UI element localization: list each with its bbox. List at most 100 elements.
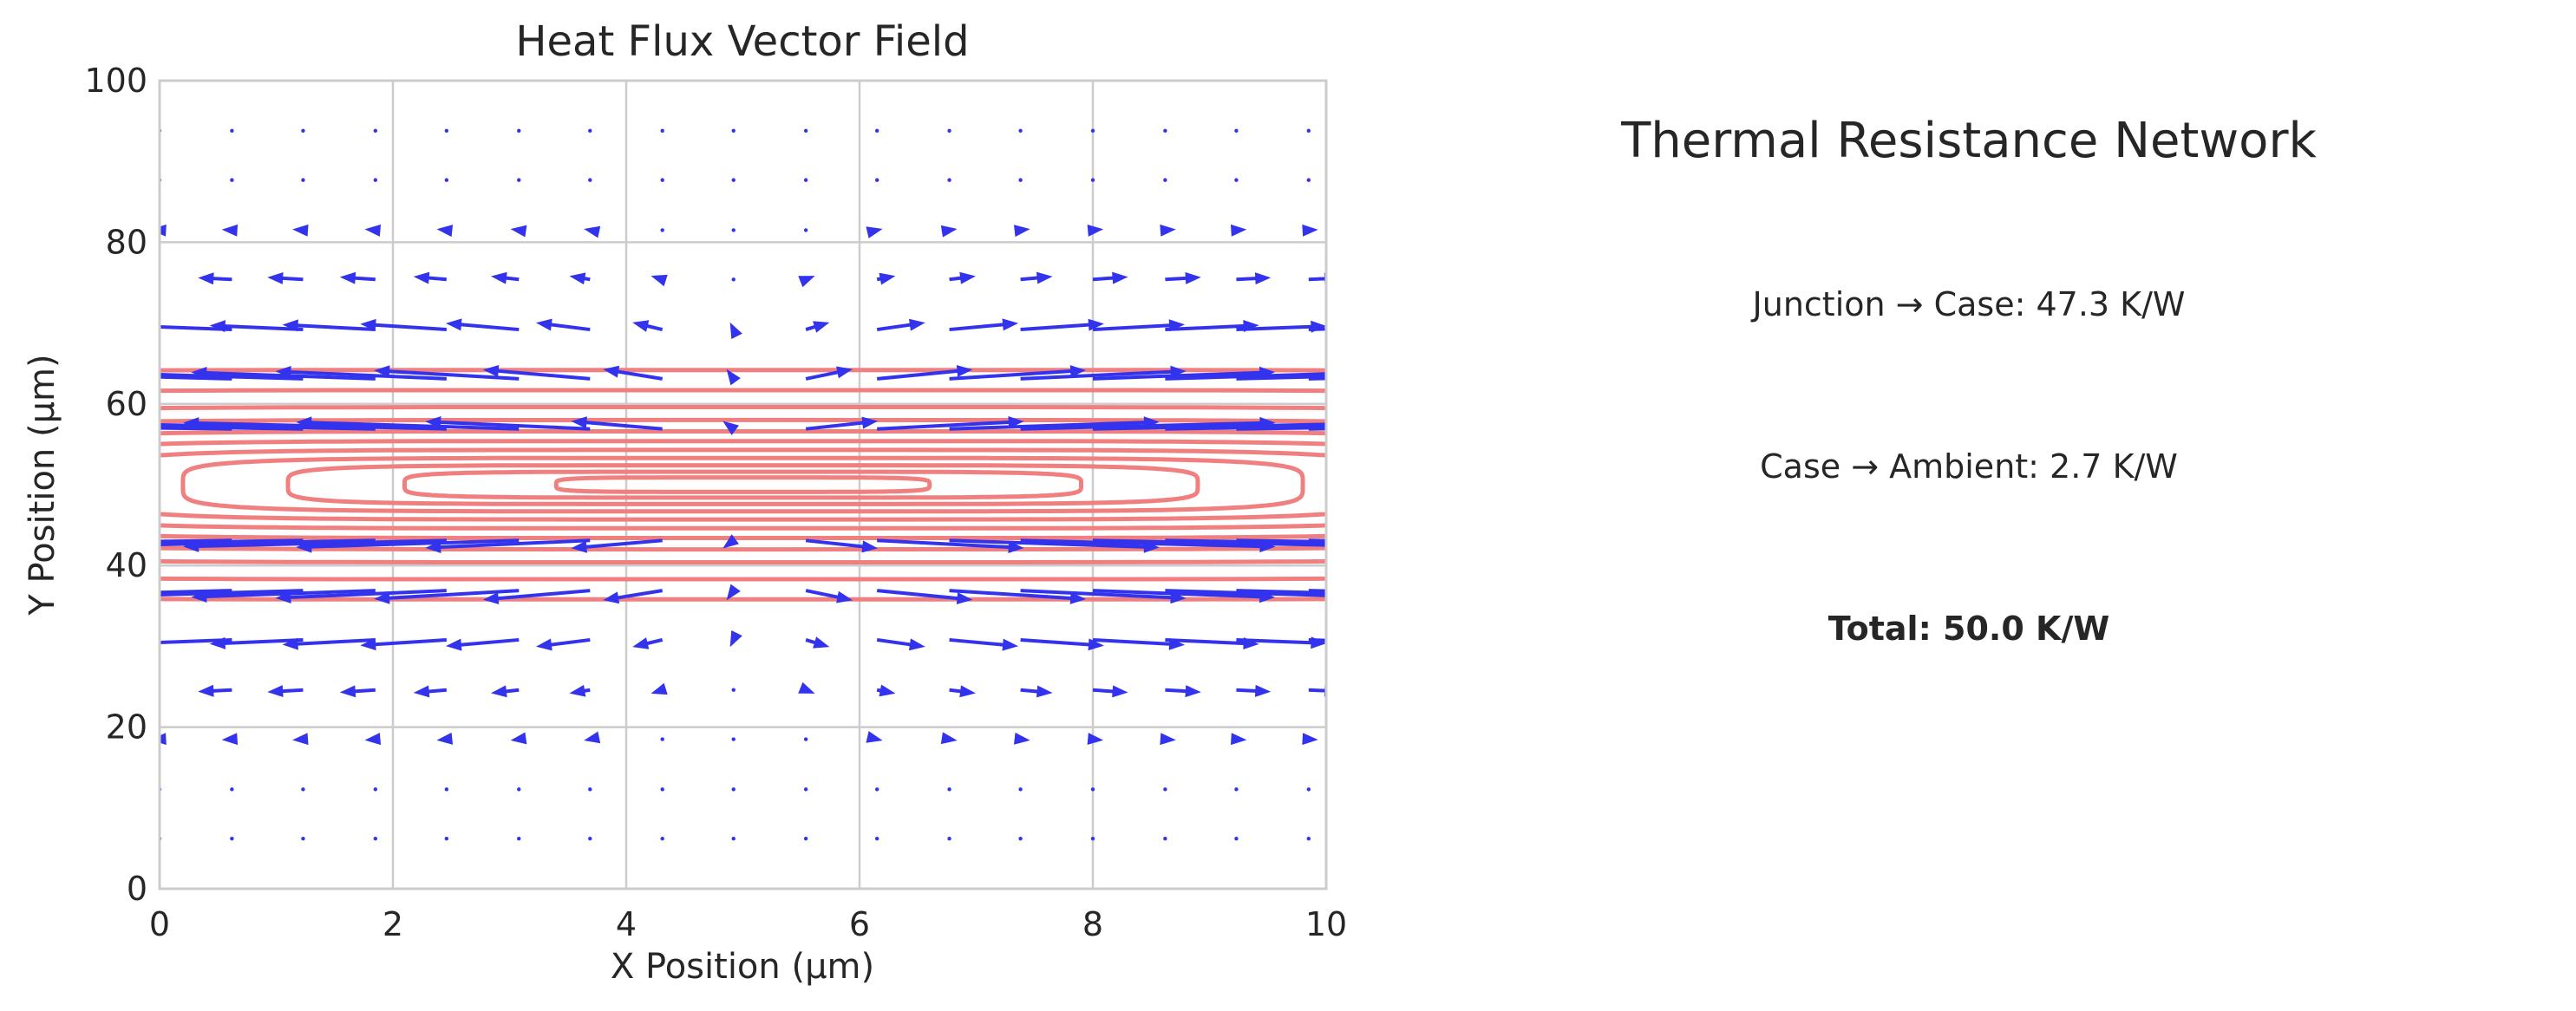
flux-vector — [1236, 684, 1272, 697]
flux-vector — [1020, 685, 1053, 698]
vector-head — [722, 421, 739, 435]
panel-title: Thermal Resistance Network — [1621, 113, 2317, 169]
flux-vector — [1092, 685, 1128, 698]
flux-vector — [425, 538, 591, 554]
x-tick-label: 10 — [1305, 905, 1347, 943]
flux-vector — [436, 225, 454, 238]
flux-vector — [569, 684, 591, 697]
vector-head — [80, 636, 95, 648]
vector-head — [1088, 638, 1105, 651]
vector-shaft — [434, 538, 591, 550]
vector-dot — [1234, 837, 1239, 841]
flux-vector — [876, 684, 896, 697]
flux-vector — [160, 589, 232, 595]
vector-head — [535, 638, 552, 651]
flux-vector — [571, 538, 663, 553]
vector-shaft — [291, 637, 376, 646]
flux-vector — [129, 273, 160, 285]
vector-head — [445, 638, 462, 651]
flux-vector — [722, 534, 739, 549]
vector-dot — [874, 128, 879, 133]
flux-vector — [949, 589, 1087, 604]
vector-shaft — [434, 420, 591, 431]
vector-head — [445, 318, 462, 331]
vector-head — [1013, 732, 1030, 745]
vector-shaft — [1092, 637, 1176, 647]
vector-head — [584, 731, 601, 744]
vector-shaft — [1020, 369, 1177, 381]
flux-vector — [603, 589, 664, 604]
vector-dot — [230, 178, 234, 182]
vector-shaft — [545, 322, 591, 332]
vector-shaft — [284, 589, 447, 600]
vector-head — [490, 685, 507, 698]
flux-vector — [651, 274, 668, 287]
vector-head — [1399, 369, 1415, 381]
x-tick-label: 0 — [149, 905, 170, 943]
vector-dot — [803, 128, 808, 133]
vector-head — [292, 224, 309, 237]
flux-vector — [569, 272, 591, 285]
vector-dot — [803, 837, 808, 841]
vector-head — [160, 733, 167, 746]
vector-dot — [660, 128, 664, 133]
vector-head — [510, 225, 527, 238]
vector-head — [1036, 271, 1053, 284]
flux-vector — [632, 637, 664, 649]
vector-dot — [1090, 787, 1095, 792]
vector-head — [866, 731, 883, 743]
x-axis-label: X Position (μm) — [611, 947, 874, 987]
vector-head — [296, 540, 312, 553]
vector-dot — [1090, 178, 1095, 182]
flux-vector — [1236, 538, 1326, 544]
vector-shaft — [611, 589, 664, 601]
contour-line — [402, 469, 1083, 500]
flux-vector — [571, 416, 663, 431]
flux-vector — [1236, 272, 1272, 285]
contour-line — [160, 439, 1326, 531]
vector-head — [940, 225, 958, 238]
vector-shaft — [949, 369, 1077, 381]
vector-dot — [1306, 787, 1311, 792]
plot-frame — [158, 79, 1328, 890]
vector-dot — [230, 837, 234, 841]
vector-head — [209, 636, 226, 649]
flux-vector — [209, 320, 304, 333]
vector-shaft — [949, 322, 1010, 332]
flux-vector — [413, 685, 448, 698]
vector-shaft — [611, 369, 664, 381]
flux-vector — [805, 416, 879, 431]
vector-shaft — [949, 538, 1151, 549]
vector-dot — [1234, 178, 1239, 182]
vector-head — [1357, 539, 1373, 551]
flux-vector — [1308, 327, 1326, 332]
flux-vector — [805, 321, 830, 333]
vector-head — [413, 685, 430, 698]
flux-vector — [292, 224, 309, 237]
vector-shaft — [949, 589, 1077, 601]
flux-vector — [282, 319, 376, 332]
vector-head — [143, 321, 159, 333]
vector-shaft — [1308, 637, 1326, 642]
flux-vector — [722, 421, 739, 435]
vector-head — [129, 684, 145, 696]
vector-head — [425, 541, 441, 554]
flux-vector — [632, 320, 664, 332]
vector-head — [726, 369, 741, 386]
vector-dot — [803, 228, 808, 232]
vector-dot — [803, 787, 808, 792]
junction-case-resistance: Junction → Case: 47.3 K/W — [1752, 285, 2186, 323]
vector-shaft — [1236, 538, 1326, 544]
flux-vector — [584, 731, 601, 744]
vector-head — [861, 540, 879, 553]
vector-shaft — [1020, 589, 1177, 600]
flux-vector — [160, 538, 376, 546]
vector-head — [143, 636, 159, 649]
vector-shaft — [1308, 277, 1326, 282]
flux-vector — [866, 226, 883, 238]
vector-shaft — [454, 322, 520, 332]
vector-head — [866, 226, 883, 238]
flux-vector — [1302, 224, 1318, 237]
flux-vector — [360, 637, 447, 651]
flux-vector — [876, 637, 925, 651]
